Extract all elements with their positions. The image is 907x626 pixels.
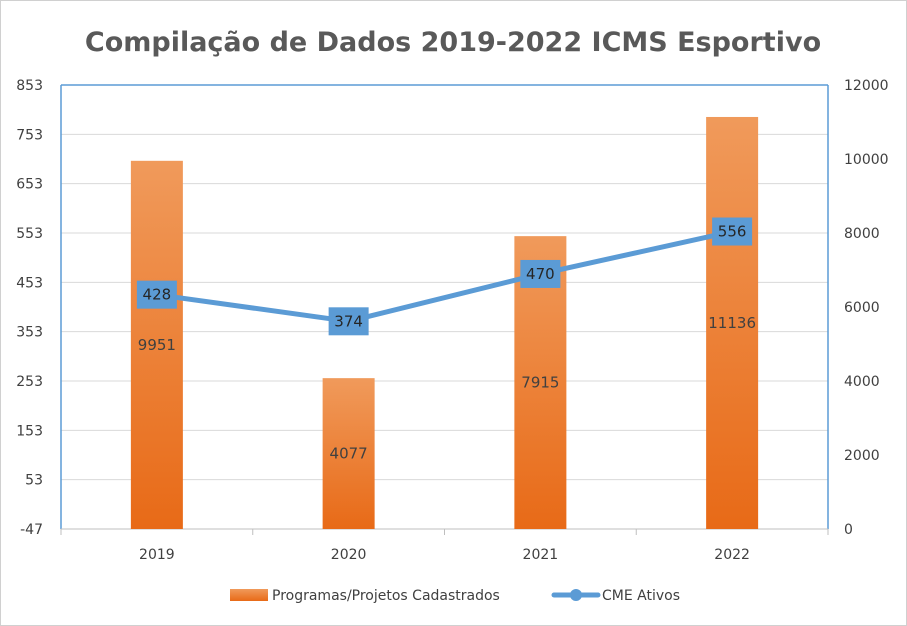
x-category-label: 2020	[331, 547, 367, 563]
line-point-marker	[520, 259, 561, 288]
line-data-label: 556	[718, 223, 747, 241]
line-path	[154, 229, 735, 324]
y-left-tick-label: 553	[16, 226, 43, 242]
y-left-tick-label: 753	[16, 127, 43, 143]
y-right-tick-label: 0	[844, 522, 853, 538]
y-right-tick-label: 4000	[844, 374, 880, 390]
line-point-marker	[328, 307, 369, 336]
chart-title: Compilação de Dados 2019-2022 ICMS Espor…	[85, 27, 821, 58]
legend-label-line: CME Ativos	[602, 588, 680, 604]
legend-swatch-bar	[230, 589, 268, 601]
y-right-tick-label: 10000	[844, 152, 889, 168]
bar	[322, 378, 375, 529]
legend-swatch-marker	[570, 589, 582, 601]
y-left-tick-label: 253	[16, 374, 43, 390]
axes: 853 753 653 553 453 353 253 153 53 -47 12000 10000 8…	[16, 78, 888, 563]
bar-data-label: 9951	[138, 336, 176, 354]
y-right-tick-label: 8000	[844, 226, 880, 242]
y-left-tick-label: 853	[16, 78, 43, 94]
y-left-tick-label: 53	[25, 473, 43, 489]
line-point-marker	[136, 280, 177, 309]
x-category-label: 2022	[714, 547, 750, 563]
line-data-label: 470	[526, 265, 555, 283]
line-point-marker	[712, 217, 753, 246]
bar-data-label: 11136	[708, 314, 756, 332]
y-right-tick-label: 12000	[844, 78, 889, 94]
x-category-label: 2021	[523, 547, 559, 563]
y-left-tick-label: -47	[20, 522, 43, 538]
y-right-tick-label: 6000	[844, 300, 880, 316]
line-data-label: 428	[143, 286, 172, 304]
line-series: 428 374 470 556	[136, 217, 753, 336]
y-left-tick-label: 353	[16, 325, 43, 341]
bar-data-label: 4077	[330, 445, 368, 463]
y-left-tick-label: 153	[16, 423, 43, 439]
y-right-tick-label: 2000	[844, 448, 880, 464]
legend-label-bar: Programas/Projetos Cadastrados	[272, 588, 500, 604]
x-category-label: 2019	[139, 547, 175, 563]
bar	[706, 116, 759, 529]
legend: Programas/Projetos Cadastrados CME Ativos	[230, 588, 680, 604]
gridlines	[61, 84, 828, 481]
line-data-label: 374	[334, 312, 363, 330]
bar-series: 9951 4077 7915 11136	[130, 116, 759, 530]
y-left-tick-label: 453	[16, 275, 43, 291]
bar-data-label: 7915	[521, 374, 559, 392]
bar	[130, 160, 183, 530]
y-left-tick-label: 653	[16, 177, 43, 193]
